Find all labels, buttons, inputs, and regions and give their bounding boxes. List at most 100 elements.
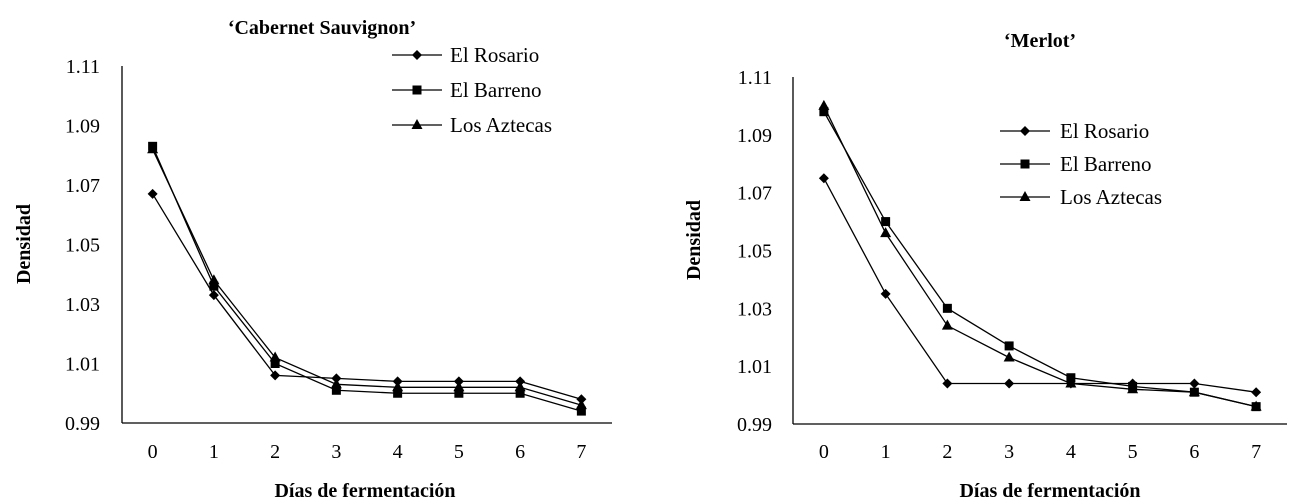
triangle-marker xyxy=(941,319,953,330)
chart-title: ‘Cabernet Sauvignon’ xyxy=(228,17,416,39)
diamond-marker xyxy=(1251,387,1262,398)
x-tick-label: 6 xyxy=(515,441,525,463)
legend-entry: El Rosario xyxy=(392,43,539,67)
triangle-marker xyxy=(1003,351,1015,362)
x-tick-label: 5 xyxy=(1128,441,1138,463)
x-tick-label: 2 xyxy=(942,441,952,463)
square-marker xyxy=(412,85,422,95)
chart-title: ‘Merlot’ xyxy=(1004,30,1076,52)
x-tick-label: 6 xyxy=(1189,441,1199,463)
triangle-marker xyxy=(818,99,830,110)
x-tick-label: 0 xyxy=(148,441,158,463)
y-tick-label: 1.09 xyxy=(65,116,100,138)
x-tick-label: 4 xyxy=(393,441,403,463)
x-tick-label: 5 xyxy=(454,441,464,463)
y-tick-label: 1.05 xyxy=(65,235,100,257)
square-marker xyxy=(209,281,219,291)
diamond-marker xyxy=(1020,126,1030,136)
diamond-marker xyxy=(1004,378,1015,389)
legend-label: El Barreno xyxy=(450,78,542,102)
series-line xyxy=(823,105,1257,408)
diamond-marker xyxy=(208,290,219,301)
y-tick-label: 1.09 xyxy=(737,125,772,147)
triangle-marker xyxy=(1019,191,1031,201)
y-tick-label: 1.11 xyxy=(66,56,100,78)
y-tick-label: 1.07 xyxy=(65,175,100,197)
series-el-rosario xyxy=(147,188,587,405)
triangle-marker xyxy=(411,119,423,129)
series-el-barreno xyxy=(148,141,586,416)
y-tick-label: 1.03 xyxy=(65,294,100,316)
chart-cabernet-sauvignon: ‘Cabernet Sauvignon’ 0.99 1.01 1.03 1.05 1.07… xyxy=(13,17,612,502)
square-marker xyxy=(881,217,891,227)
y-tick-label: 1.05 xyxy=(737,241,772,263)
x-axis-title: Días de fermentación xyxy=(274,480,455,502)
series-line xyxy=(152,149,582,406)
legend-label: Los Aztecas xyxy=(1060,185,1162,209)
square-marker xyxy=(1020,159,1030,169)
series-line xyxy=(152,193,582,400)
square-marker xyxy=(576,406,586,416)
triangle-marker xyxy=(575,399,587,410)
triangle-marker xyxy=(453,381,465,392)
square-marker xyxy=(270,359,280,368)
triangle-marker xyxy=(1127,383,1139,394)
x-tick-label: 7 xyxy=(1251,441,1261,463)
legend-entry: El Barreno xyxy=(1000,152,1152,176)
legend-label: El Barreno xyxy=(1060,152,1152,176)
series-los-aztecas xyxy=(818,99,1262,411)
legend-label: El Rosario xyxy=(450,43,539,67)
square-marker xyxy=(819,107,829,117)
series-line xyxy=(823,111,1257,408)
series-los-aztecas xyxy=(147,143,587,410)
triangle-marker xyxy=(1188,386,1200,397)
triangle-marker xyxy=(514,381,526,392)
triangle-marker xyxy=(1065,377,1077,388)
square-marker xyxy=(454,388,464,398)
triangle-marker xyxy=(880,227,892,238)
triangle-marker xyxy=(392,381,404,392)
diamond-marker xyxy=(270,370,281,381)
legend-entry: Los Aztecas xyxy=(1000,185,1162,209)
y-tick-label: 1.01 xyxy=(65,354,100,376)
legend-label: Los Aztecas xyxy=(450,113,552,137)
diamond-marker xyxy=(942,378,953,389)
diamond-marker xyxy=(880,288,891,299)
square-marker xyxy=(331,385,341,395)
x-tick-label: 2 xyxy=(270,441,280,463)
x-tick-label: 4 xyxy=(1066,441,1076,463)
diamond-marker xyxy=(412,50,422,60)
diamond-marker xyxy=(818,173,829,184)
chart-merlot: ‘Merlot’ 0.99 1.01 1.03 1.05 1.07 1.09 1.11 0 1 2 3… xyxy=(683,30,1287,502)
x-tick-label: 7 xyxy=(576,441,586,463)
triangle-marker xyxy=(269,351,281,362)
triangle-marker xyxy=(330,378,342,389)
x-tick-label: 3 xyxy=(1004,441,1014,463)
square-marker xyxy=(1004,341,1014,351)
square-marker xyxy=(393,388,403,398)
x-tick-label: 1 xyxy=(209,441,219,463)
y-axis-title: Densidad xyxy=(13,204,35,284)
triangle-marker xyxy=(208,274,220,285)
diamond-marker xyxy=(147,188,158,199)
legend-label: El Rosario xyxy=(1060,119,1149,143)
series-line xyxy=(152,146,582,412)
x-tick-label: 3 xyxy=(331,441,341,463)
x-tick-label: 1 xyxy=(881,441,891,463)
diamond-marker xyxy=(1189,378,1200,389)
legend-entry: Los Aztecas xyxy=(392,113,552,137)
square-marker xyxy=(942,303,952,313)
y-tick-label: 0.99 xyxy=(65,413,100,435)
y-tick-label: 1.07 xyxy=(737,183,772,205)
triangle-marker xyxy=(1250,400,1262,411)
y-tick-label: 1.11 xyxy=(738,67,772,89)
y-tick-label: 1.01 xyxy=(737,356,772,378)
legend-entry: El Barreno xyxy=(392,78,542,102)
legend-entry: El Rosario xyxy=(1000,119,1149,143)
x-axis-title: Días de fermentación xyxy=(959,480,1140,502)
y-tick-label: 0.99 xyxy=(737,414,772,436)
y-axis-title: Densidad xyxy=(683,200,705,280)
triangle-marker xyxy=(147,143,159,154)
series-el-rosario xyxy=(818,173,1262,398)
